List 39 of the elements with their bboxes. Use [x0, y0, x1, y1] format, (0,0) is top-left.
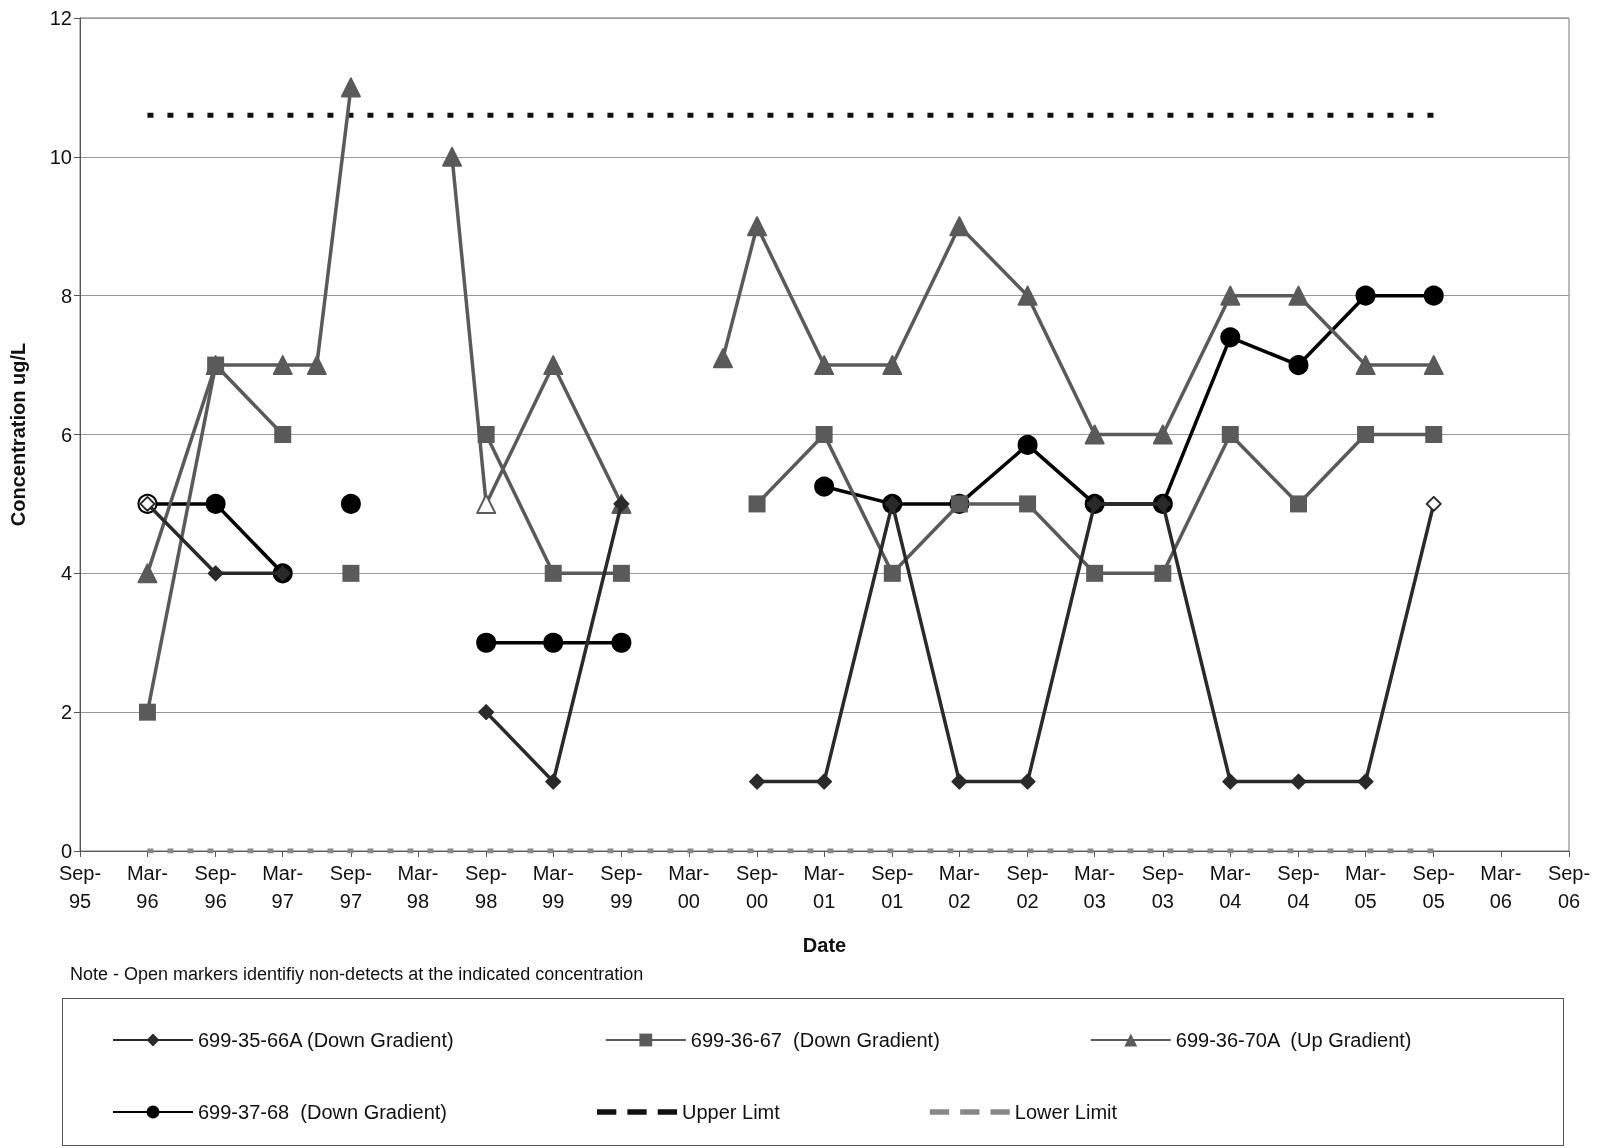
x-tick-label: Mar-03 [1074, 862, 1116, 912]
x-tick-label: Sep-03 [1141, 862, 1184, 912]
x-tick-label: Sep-96 [194, 862, 237, 912]
y-tick-label: 6 [60, 423, 72, 446]
x-tick-label: Sep-99 [600, 862, 643, 912]
x-tick-label: Mar-97 [262, 862, 304, 912]
x-tick-label: Sep-05 [1412, 862, 1455, 912]
legend-label: Upper Limt [682, 1101, 781, 1123]
legend-label: 699-36-70A (Up Gradient) [1175, 1029, 1412, 1051]
y-tick-label: 12 [49, 7, 72, 29]
x-tick-label: Mar-04 [1209, 862, 1251, 912]
x-tick-label: Sep-01 [871, 862, 914, 912]
x-tick-label: Mar-00 [668, 862, 710, 912]
x-tick-label: Mar-06 [1480, 862, 1522, 912]
y-axis-title: Concentration ug/L [7, 342, 29, 527]
y-tick-label: 10 [49, 145, 72, 168]
x-tick-label: Mar-98 [397, 862, 439, 912]
x-tick-label: Sep-97 [329, 862, 373, 912]
x-tick-label: Sep-00 [735, 862, 779, 912]
y-tick-label: 0 [60, 840, 72, 862]
x-tick-label: Sep-98 [465, 862, 508, 912]
x-tick-label: Mar-99 [532, 862, 574, 912]
x-tick-label: Sep-02 [1006, 862, 1049, 912]
x-tick-label: Mar-96 [126, 862, 168, 912]
x-tick-label: Mar-01 [803, 862, 845, 912]
y-tick-label: 4 [60, 562, 72, 585]
legend-label: Lower Limit [1014, 1101, 1118, 1123]
legend-label: 699-36-67 (Down Gradient) [690, 1029, 940, 1051]
x-tick-label: Sep-95 [58, 862, 102, 912]
legend-label: 699-35-66A (Down Gradient) [198, 1029, 454, 1051]
y-tick-label: 8 [60, 284, 72, 307]
x-axis-title: Date [802, 934, 847, 956]
text: Note - Open markers identifiy non-detects at the indicated concentration [70, 964, 644, 984]
legend-label: 699-37-68 (Down Gradient) [198, 1101, 448, 1123]
x-tick-label: Sep-06 [1547, 862, 1591, 912]
y-tick-label: 2 [60, 701, 72, 724]
x-tick-label: Mar-02 [938, 862, 980, 912]
x-tick-label: Mar-05 [1345, 862, 1387, 912]
x-tick-label: Sep-04 [1277, 862, 1320, 912]
